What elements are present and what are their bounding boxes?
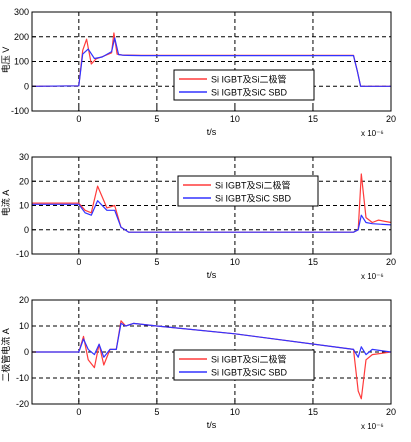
x-tick-label: 0 xyxy=(76,257,81,267)
y-tick-label: -10 xyxy=(16,373,29,383)
legend-label-2: Si IGBT及SiC SBD xyxy=(215,194,292,204)
series-line-2 xyxy=(32,200,392,233)
y-tick-label: 300 xyxy=(14,7,29,17)
chart-panel-1: 0 5 10 15 20 -100 0 100 200 300 t/s x 10⁻⁶ 电压 V Si IG… xyxy=(0,7,396,138)
x-axis-label: t/s xyxy=(207,420,217,430)
chart-panel-3: 0 5 10 15 20 -20 -10 0 10 20 t/s x 10⁻⁶ 二极管电流 A Si IG… xyxy=(0,295,396,431)
y-axis-label: 电压 V xyxy=(0,47,11,74)
x-exponent-label: x 10⁻⁶ xyxy=(361,129,384,138)
x-axis-label: t/s xyxy=(207,127,217,137)
legend-label-2: Si IGBT及SiC SBD xyxy=(211,368,288,378)
legend-box xyxy=(173,349,315,381)
x-tick-label: 15 xyxy=(308,257,318,267)
series-line-2 xyxy=(31,37,391,87)
y-tick-label: 30 xyxy=(19,152,29,162)
y-tick-label: 10 xyxy=(19,201,29,211)
y-axis-label: 二极管电流 A xyxy=(0,328,11,382)
x-tick-label: 10 xyxy=(230,407,240,417)
x-tick-label: 0 xyxy=(76,114,81,124)
y-tick-label: 0 xyxy=(24,347,29,357)
x-tick-label: 5 xyxy=(154,114,159,124)
y-tick-label: 20 xyxy=(19,176,29,186)
x-axis-label: t/s xyxy=(207,270,217,280)
legend-label-2: Si IGBT及SiC SBD xyxy=(211,88,288,98)
legend-label-1: Si IGBT及Si二极管 xyxy=(211,74,287,85)
x-tick-label: 15 xyxy=(308,407,318,417)
y-tick-label: -100 xyxy=(11,106,29,116)
x-tick-label: 10 xyxy=(230,257,240,267)
x-tick-label: 0 xyxy=(76,407,81,417)
x-exponent-label: x 10⁻⁶ xyxy=(361,422,384,431)
legend-box xyxy=(173,69,315,101)
chart-panel-2: 0 5 10 15 20 -10 0 10 20 30 t/s x 10⁻⁶ 电流 A Si IGBT及S… xyxy=(0,152,396,281)
x-tick-label: 10 xyxy=(230,114,240,124)
legend-label-1: Si IGBT及Si二极管 xyxy=(211,354,287,365)
x-tick-label: 15 xyxy=(308,114,318,124)
x-tick-label: 20 xyxy=(386,257,396,267)
y-tick-label: 0 xyxy=(24,81,29,91)
y-axis-label: 电流 A xyxy=(0,190,11,217)
x-tick-label: 20 xyxy=(386,407,396,417)
y-tick-label: 0 xyxy=(24,225,29,235)
x-tick-label: 20 xyxy=(386,114,396,124)
series-line-1 xyxy=(32,320,392,400)
y-tick-label: -20 xyxy=(16,399,29,409)
y-tick-label: 20 xyxy=(19,295,29,305)
legend-label-1: Si IGBT及Si二极管 xyxy=(215,180,291,191)
x-tick-label: 5 xyxy=(154,407,159,417)
series-line-2 xyxy=(32,322,392,358)
y-tick-label: -10 xyxy=(16,249,29,259)
y-tick-label: 100 xyxy=(14,57,29,67)
y-tick-label: 10 xyxy=(19,321,29,331)
y-tick-label: 200 xyxy=(14,32,29,42)
x-exponent-label: x 10⁻⁶ xyxy=(361,272,384,281)
x-tick-label: 5 xyxy=(154,257,159,267)
legend-box xyxy=(177,175,319,207)
